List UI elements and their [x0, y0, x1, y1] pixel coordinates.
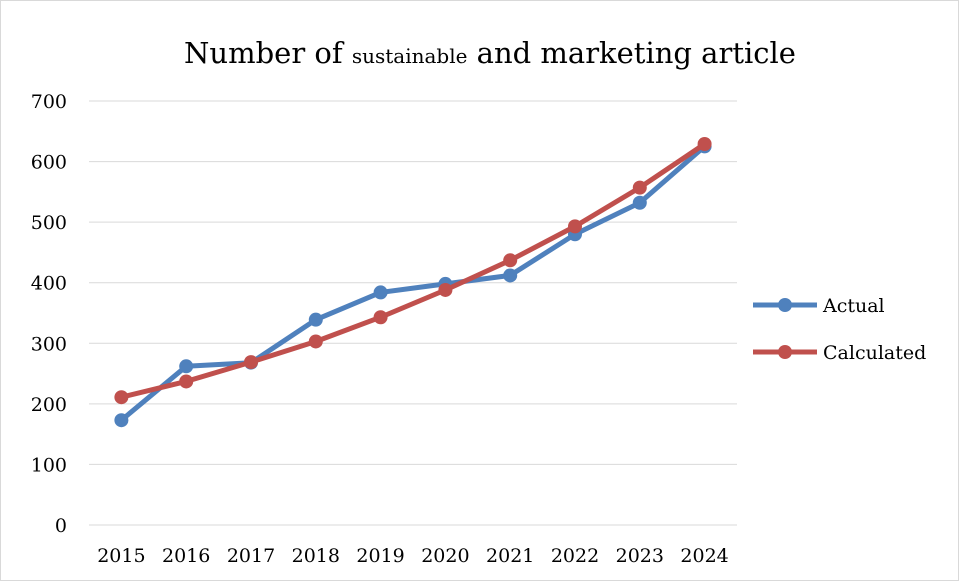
legend-item-calculated: Calculated [753, 342, 926, 364]
data-point-calculated-2016 [179, 374, 194, 389]
data-point-actual-2015 [114, 413, 129, 428]
data-point-calculated-2018 [308, 334, 323, 349]
x-tick-label-2020: 2020 [421, 545, 469, 567]
x-axis-ticks: 2015 2016 2017 2018 2019 2020 2021 2022 2023 2024 [97, 545, 729, 567]
chart-title: Number of sustainable and marketing arti… [184, 36, 796, 70]
y-tick-label-300: 300 [31, 333, 67, 355]
y-tick-label-500: 500 [31, 212, 67, 234]
data-point-calculated-2017 [244, 355, 258, 370]
data-point-calculated-2015 [114, 390, 129, 405]
y-tick-label-600: 600 [31, 152, 67, 174]
y-tick-label-0: 0 [55, 515, 67, 537]
legend-item-actual: Actual [753, 295, 885, 317]
legend-label-calculated: Calculated [823, 342, 926, 364]
x-tick-label-2017: 2017 [227, 545, 275, 567]
data-point-actual-2018 [308, 312, 323, 327]
data-point-calculated-2021 [503, 253, 518, 268]
y-tick-label-200: 200 [31, 394, 67, 416]
x-tick-label-2021: 2021 [486, 545, 534, 567]
chart-title-part-2: sustainable [352, 44, 468, 68]
series-line-actual [118, 143, 708, 423]
chart-title-part-1: Number of [184, 36, 352, 70]
data-point-calculated-2024 [697, 137, 712, 152]
y-tick-label-100: 100 [31, 454, 67, 476]
data-point-actual-2023 [632, 195, 647, 210]
x-tick-label-2016: 2016 [162, 545, 210, 567]
x-tick-label-2015: 2015 [97, 545, 145, 567]
y-tick-label-700: 700 [31, 91, 67, 113]
x-tick-label-2018: 2018 [292, 545, 340, 567]
gridlines [89, 100, 737, 526]
series-actual [114, 139, 712, 428]
x-tick-label-2022: 2022 [551, 545, 599, 567]
chart-title-part-3: and marketing article [467, 36, 796, 70]
x-tick-label-2023: 2023 [616, 545, 664, 567]
legend: Actual Calculated [753, 295, 926, 364]
legend-label-actual: Actual [822, 295, 885, 317]
x-tick-label-2024: 2024 [680, 545, 728, 567]
data-point-actual-2016 [179, 359, 194, 374]
legend-marker-calculated [778, 345, 792, 359]
data-point-calculated-2019 [373, 310, 388, 325]
legend-marker-actual [778, 298, 792, 312]
x-tick-label-2019: 2019 [356, 545, 404, 567]
y-tick-label-400: 400 [31, 273, 67, 295]
series-group [114, 137, 712, 428]
data-point-calculated-2020 [438, 282, 453, 297]
data-point-calculated-2022 [568, 219, 582, 234]
series-line-calculated [118, 141, 708, 400]
data-point-actual-2021 [503, 268, 518, 283]
data-point-calculated-2023 [632, 180, 647, 195]
y-axis-ticks: 0 100 200 300 400 500 600 700 [31, 91, 67, 537]
series-calculated [114, 137, 712, 405]
data-point-actual-2019 [373, 285, 388, 300]
